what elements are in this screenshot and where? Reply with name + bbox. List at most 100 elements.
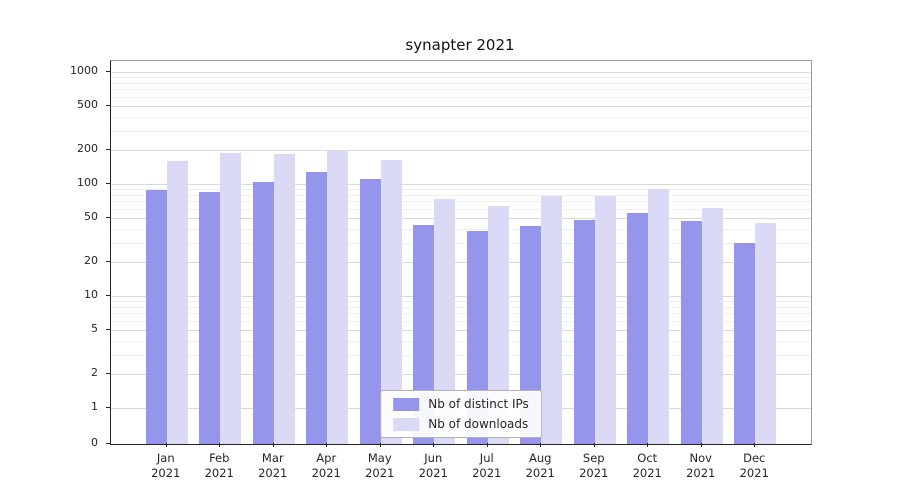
bar-downloads-Apr	[327, 150, 348, 444]
x-tick-label: Nov 2021	[686, 451, 716, 480]
minor-gridline	[111, 130, 811, 132]
bar-distinct-ips-Sep	[574, 219, 595, 444]
x-tick-label: Aug 2021	[525, 451, 555, 480]
y-tick-label: 5	[91, 321, 98, 335]
y-tick-mark	[106, 183, 110, 184]
major-gridline	[111, 184, 811, 185]
x-tick-label: Dec 2021	[739, 451, 769, 480]
legend-swatch-distinct-ips	[393, 397, 420, 411]
y-tick-mark	[106, 295, 110, 296]
minor-gridline	[111, 77, 811, 79]
minor-gridline	[111, 242, 811, 244]
minor-gridline	[111, 96, 811, 98]
bar-downloads-Jun	[434, 198, 455, 444]
x-tick-label: Jul 2021	[472, 451, 502, 480]
x-tick-label: Oct 2021	[632, 451, 662, 480]
legend-swatch-downloads	[393, 417, 420, 431]
major-gridline	[111, 296, 811, 297]
x-tick-label: Jan 2021	[151, 451, 181, 480]
bar-distinct-ips-Oct	[627, 213, 648, 444]
x-tick-mark	[379, 443, 381, 447]
x-tick-label: Jun 2021	[418, 451, 448, 480]
x-tick-label: May 2021	[365, 451, 395, 480]
plot-area: Nb of distinct IPs Nb of downloads	[110, 60, 812, 445]
bar-downloads-May	[381, 159, 402, 444]
bar-downloads-Sep	[595, 196, 616, 444]
legend-row-downloads: Nb of downloads	[393, 417, 529, 431]
x-tick-mark	[272, 443, 274, 447]
y-tick-label: 1	[91, 400, 98, 413]
minor-gridline	[111, 340, 811, 342]
bar-downloads-Dec	[755, 222, 776, 444]
bar-downloads-Aug	[541, 196, 562, 444]
bar-distinct-ips-May	[360, 179, 381, 444]
minor-gridline	[111, 189, 811, 191]
major-gridline	[111, 217, 811, 219]
minor-gridline	[111, 89, 811, 91]
y-tick-mark	[106, 328, 110, 330]
y-tick-label: 20	[84, 254, 98, 268]
minor-gridline	[111, 301, 811, 303]
major-gridline	[111, 105, 811, 107]
y-tick-mark	[106, 216, 110, 218]
legend-label-downloads: Nb of downloads	[428, 417, 529, 431]
y-tick-label: 500	[77, 97, 98, 111]
bar-downloads-Nov	[702, 208, 723, 444]
legend: Nb of distinct IPs Nb of downloads	[380, 390, 542, 438]
minor-gridline	[111, 228, 811, 230]
y-tick-mark	[106, 407, 110, 408]
minor-gridline	[111, 201, 811, 203]
bar-downloads-Jul	[488, 206, 509, 444]
minor-gridline	[111, 313, 811, 315]
y-tick-label: 2	[91, 366, 98, 380]
y-tick-mark	[106, 71, 110, 72]
bar-downloads-Oct	[648, 189, 669, 444]
bar-distinct-ips-Dec	[734, 242, 755, 444]
x-tick-mark	[326, 443, 328, 447]
bar-downloads-Mar	[274, 154, 295, 444]
bar-distinct-ips-Aug	[520, 226, 541, 444]
minor-gridline	[111, 82, 811, 84]
y-tick-label: 100	[77, 176, 98, 189]
minor-gridline	[111, 320, 811, 322]
minor-gridline	[111, 354, 811, 356]
major-gridline	[111, 329, 811, 331]
minor-gridline	[111, 194, 811, 196]
x-tick-label: Sep 2021	[579, 451, 609, 480]
x-tick-mark	[593, 443, 595, 447]
y-tick-mark	[106, 443, 110, 444]
x-tick-mark	[433, 443, 435, 447]
x-tick-label: Feb 2021	[204, 451, 234, 480]
y-tick-label: 10	[84, 288, 98, 301]
legend-row-distinct-ips: Nb of distinct IPs	[393, 397, 529, 411]
x-tick-mark	[219, 443, 221, 447]
x-tick-mark	[700, 443, 702, 447]
x-tick-label: Apr 2021	[311, 451, 341, 480]
x-tick-mark	[647, 443, 649, 447]
minor-gridline	[111, 208, 811, 210]
y-tick-mark	[106, 373, 110, 375]
y-tick-label: 1000	[70, 64, 98, 77]
y-tick-label: 200	[77, 142, 98, 156]
bar-distinct-ips-Nov	[681, 220, 702, 444]
y-tick-label: 50	[84, 209, 98, 223]
x-tick-mark	[540, 443, 542, 447]
y-tick-mark	[106, 149, 110, 151]
bar-distinct-ips-Jan	[146, 190, 167, 444]
major-gridline	[111, 150, 811, 152]
minor-gridline	[111, 116, 811, 118]
x-tick-mark	[165, 443, 167, 447]
bar-downloads-Jan	[167, 161, 188, 444]
x-tick-mark	[754, 443, 756, 447]
major-gridline	[111, 72, 811, 73]
y-tick-mark	[106, 104, 110, 106]
legend-label-distinct-ips: Nb of distinct IPs	[428, 397, 529, 411]
bar-distinct-ips-Feb	[199, 192, 220, 444]
minor-gridline	[111, 306, 811, 308]
y-tick-mark	[106, 261, 110, 263]
bar-downloads-Feb	[220, 152, 241, 444]
chart-title: synapter 2021	[405, 36, 515, 54]
bar-distinct-ips-Apr	[306, 171, 327, 444]
y-tick-label: 0	[91, 436, 98, 449]
